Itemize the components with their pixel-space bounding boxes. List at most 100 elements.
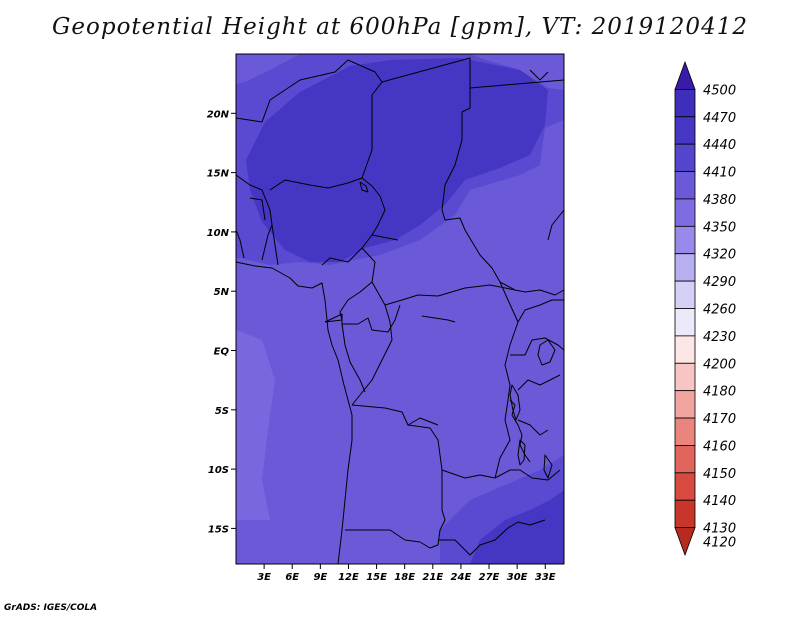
field-region-4440-sahel xyxy=(246,58,548,262)
border-segment-1 xyxy=(235,59,386,236)
lon-tick-label: 12E xyxy=(338,572,359,583)
border-segment-16 xyxy=(407,417,439,426)
lat-tick-label: 20N xyxy=(207,109,230,120)
colorbar-band xyxy=(674,253,696,282)
colorbar-level-label: 4290 xyxy=(703,275,736,290)
border-segment-19 xyxy=(494,469,561,481)
lake-outline-2 xyxy=(509,384,521,421)
longitude-ticks: 3E 6E 9E 12E 15E 18E 21E 24E 27E 30E 33E xyxy=(257,564,556,583)
lake-outline-3 xyxy=(517,439,526,466)
border-segment-20 xyxy=(438,519,546,556)
colorbar-level-label: 4140 xyxy=(703,494,736,509)
colorbar-bands xyxy=(674,60,696,557)
colorbar-band xyxy=(674,225,696,255)
border-segment-5 xyxy=(269,177,363,191)
colorbar-band xyxy=(674,472,696,501)
lat-tick-label: 10N xyxy=(207,228,230,239)
field-region-4380-nebump xyxy=(470,54,564,90)
lon-tick-label: 21E xyxy=(422,572,443,583)
lon-tick-label: 30E xyxy=(507,572,528,583)
colorbar-level-label: 4200 xyxy=(703,357,736,372)
colorbar-band xyxy=(674,198,696,227)
colorbar-level-label: 4170 xyxy=(703,412,736,427)
colorbar-level-label: 4350 xyxy=(703,220,736,235)
border-segment-24 xyxy=(517,374,561,391)
border-segment-22 xyxy=(517,299,564,323)
border-segment-3 xyxy=(469,79,565,89)
colorbar-band xyxy=(674,88,696,118)
lon-tick-label: 24E xyxy=(451,572,472,583)
border-segment-2 xyxy=(381,57,526,293)
field-region-4440-se xyxy=(470,490,564,564)
lon-tick-label: 3E xyxy=(257,572,271,583)
colorbar-level-label: 4130 xyxy=(703,522,736,537)
border-segment-18 xyxy=(441,469,496,479)
lat-tick-label: 15S xyxy=(208,524,229,535)
height-field xyxy=(236,54,564,564)
border-segment-4 xyxy=(235,174,273,261)
border-segment-27 xyxy=(517,419,549,436)
border-segment-7 xyxy=(249,197,266,221)
footer-credit: GrADS: IGES/COLA xyxy=(4,603,98,613)
border-segment-28 xyxy=(547,209,565,241)
lake-outline-6 xyxy=(421,315,456,323)
colorbar-level-label: 4160 xyxy=(703,439,736,454)
border-segment-21 xyxy=(494,281,519,479)
border-segment-10 xyxy=(361,247,516,306)
lon-tick-label: 27E xyxy=(479,572,500,583)
figure-title: Geopotential Height at 600hPa [gpm], VT:… xyxy=(52,14,748,40)
lat-tick-label: EQ xyxy=(214,347,230,358)
colorbar-level-label: 4120 xyxy=(703,535,736,550)
lat-tick-label: 10S xyxy=(208,465,229,476)
lon-tick-label: 6E xyxy=(285,572,299,583)
map-frame xyxy=(235,53,565,565)
field-region-4350-south xyxy=(236,330,275,520)
colorbar-labels: 4500 4470 4440 4410 4380 4350 4320 4290 4260 4230… xyxy=(703,83,736,550)
latitude-ticks: 20N 15N 10N 5N EQ 5S 10S 15S xyxy=(207,109,236,535)
colorbar-level-label: 4380 xyxy=(703,193,736,208)
colorbar-band xyxy=(674,445,696,474)
colorbar-level-label: 4470 xyxy=(703,111,736,126)
lat-tick-label: 5S xyxy=(215,406,229,417)
colorbar-band xyxy=(674,499,696,529)
lake-outline-5 xyxy=(359,181,369,193)
lon-tick-label: 33E xyxy=(535,572,556,583)
colorbar-band xyxy=(674,60,696,90)
colorbar-band xyxy=(674,527,696,557)
colorbar-band xyxy=(674,171,696,200)
colorbar-band xyxy=(674,116,696,145)
colorbar-level-label: 4410 xyxy=(703,166,736,181)
border-segment-29 xyxy=(529,69,549,81)
field-region-4380-nwcorner xyxy=(236,54,300,84)
border-segment-25 xyxy=(524,289,565,296)
border-segment-12 xyxy=(324,304,401,333)
border-segment-17 xyxy=(345,529,421,543)
lat-tick-label: 5N xyxy=(214,287,230,298)
coastlines-and-borders xyxy=(235,57,565,565)
lake-outline-4 xyxy=(543,454,553,479)
colorbar-level-label: 4230 xyxy=(703,330,736,345)
colorbar-level-label: 4260 xyxy=(703,303,736,318)
border-segment-11 xyxy=(324,281,373,323)
colorbar-level-label: 4150 xyxy=(703,467,736,482)
border-segment-23 xyxy=(510,337,565,356)
colorbar-level-label: 4320 xyxy=(703,248,736,263)
colorbar-band xyxy=(674,417,696,446)
lon-tick-label: 18E xyxy=(394,572,415,583)
border-segment-13 xyxy=(351,304,393,406)
border-segment-9 xyxy=(321,234,399,266)
border-segment-6 xyxy=(271,224,279,266)
colorbar-band xyxy=(674,390,696,419)
lat-tick-label: 15N xyxy=(207,169,230,180)
lon-tick-label: 15E xyxy=(366,572,387,583)
colorbar-band xyxy=(674,308,696,337)
lake-outline-1 xyxy=(537,339,556,366)
colorbar-band xyxy=(674,143,696,172)
lon-tick-label: 9E xyxy=(313,572,327,583)
border-segment-8 xyxy=(235,229,245,259)
colorbar-band xyxy=(674,362,696,392)
colorbar-band xyxy=(674,280,696,309)
